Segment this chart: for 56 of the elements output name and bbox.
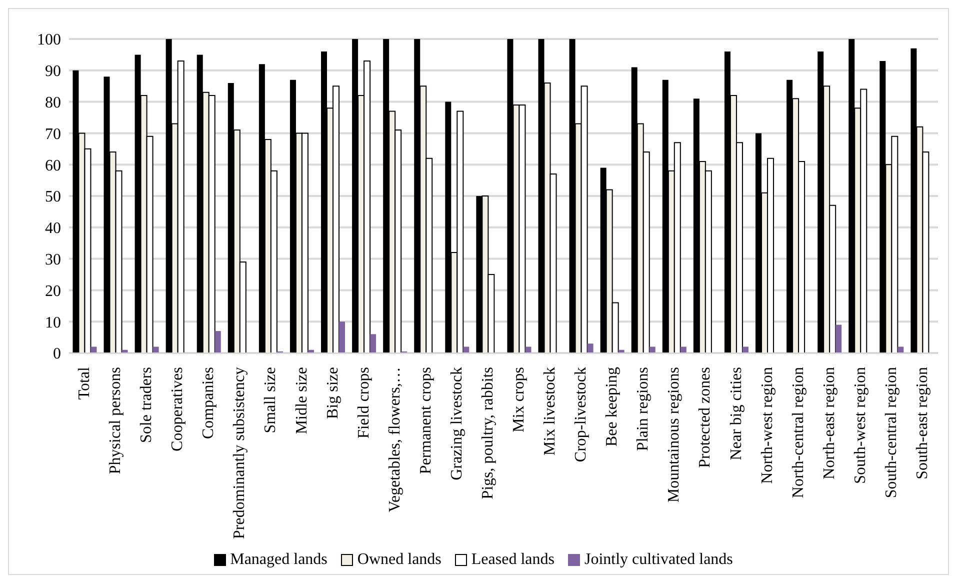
- x-tick-label: Cooperatives: [169, 367, 186, 452]
- x-tick-label: Vegetables, flowers,…: [386, 367, 404, 512]
- y-tick-label: 20: [45, 282, 61, 300]
- x-tick-label: Mountainous regions: [666, 367, 683, 503]
- bar: [90, 346, 97, 353]
- bar: [463, 346, 470, 353]
- x-tick-label: North-west region: [758, 367, 776, 484]
- legend-label: Owned lands: [356, 551, 442, 569]
- bar: [339, 322, 346, 353]
- y-tick-label: 80: [45, 94, 61, 112]
- x-tick-label: Protected zones: [696, 367, 714, 468]
- x-tick-label: Field crops: [355, 367, 372, 439]
- x-tick-label: Bee keeping: [604, 367, 621, 447]
- y-tick-label: 30: [45, 251, 61, 268]
- x-tick-label: Big size: [324, 367, 342, 419]
- x-tick-label: North-east region: [820, 367, 838, 480]
- legend-label: Leased lands: [470, 551, 554, 569]
- x-tick-label: Permanent crops: [417, 367, 434, 474]
- y-tick-label: 100: [37, 32, 61, 49]
- y-tick-label: 40: [45, 220, 61, 238]
- bar: [214, 331, 221, 353]
- x-tick-label: Near big cities: [728, 367, 745, 460]
- legend-label: Jointly cultivated lands: [583, 551, 733, 569]
- x-tick-label: Predominantly subsistency: [231, 367, 248, 539]
- x-tick-label: Physical persons: [107, 367, 124, 474]
- x-tick-label: Grazing livestock: [448, 367, 466, 480]
- bar: [587, 344, 594, 353]
- x-tick-label: Mix livestock: [542, 367, 559, 456]
- legend-label: Managed lands: [229, 551, 328, 569]
- bar: [152, 346, 159, 353]
- y-tick-label: 50: [45, 188, 61, 206]
- x-tick-label: Small size: [262, 367, 280, 434]
- x-tick-label: Mix crops: [510, 367, 528, 432]
- x-tick-label: Sole traders: [138, 367, 156, 443]
- bar: [680, 346, 686, 353]
- x-tick-label: Plain regions: [634, 367, 652, 451]
- x-tick-label: North-central region: [790, 367, 807, 498]
- bar: [370, 334, 376, 353]
- bar: [525, 346, 532, 353]
- y-tick-label: 10: [45, 314, 61, 332]
- y-tick-label: 0: [53, 346, 61, 363]
- bar: [649, 346, 656, 353]
- x-tick-label: Crop-livestock: [572, 367, 590, 462]
- bar: [836, 324, 842, 353]
- x-tick-label: Companies: [200, 367, 218, 439]
- y-tick-label: 90: [45, 63, 61, 80]
- y-tick-label: 60: [45, 157, 61, 174]
- y-tick-label: 70: [45, 126, 61, 143]
- x-tick-label: Total: [76, 366, 94, 400]
- x-tick-label: Pigs, poultry, rabbits: [479, 367, 496, 500]
- bar: [742, 346, 748, 353]
- x-tick-label: Midle size: [293, 367, 310, 434]
- x-tick-label: South-east region: [914, 367, 931, 480]
- x-tick-label: South-west region: [852, 367, 869, 484]
- x-tick-label: South-central region: [882, 367, 900, 498]
- bar: [898, 346, 904, 353]
